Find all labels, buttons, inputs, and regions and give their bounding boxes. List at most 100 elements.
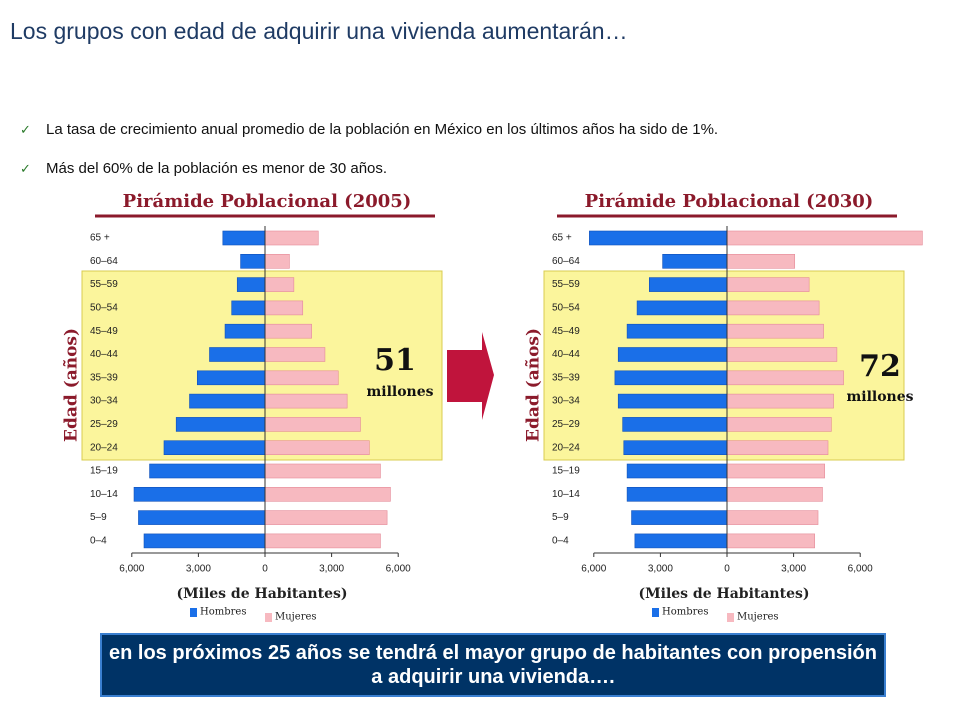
bullet-text: Más del 60% de la población es menor de … xyxy=(46,160,388,177)
category-label: 55–59 xyxy=(90,279,118,290)
bar xyxy=(143,533,266,549)
bar xyxy=(726,300,820,316)
bar xyxy=(264,323,312,339)
annotation: 72 xyxy=(859,349,901,384)
bar xyxy=(149,463,266,479)
bar xyxy=(726,323,824,339)
bar xyxy=(634,533,728,549)
category-label: 45–49 xyxy=(552,326,580,337)
legend-swatch xyxy=(190,608,197,617)
x-tick-label: 0 xyxy=(724,564,730,575)
legend-swatch xyxy=(652,608,659,617)
category-label: 30–34 xyxy=(90,396,118,407)
x-tick-label: 6,000 xyxy=(581,564,606,575)
bar xyxy=(626,463,728,479)
category-label: 5–9 xyxy=(90,512,107,523)
category-label: 40–44 xyxy=(552,349,580,360)
bar xyxy=(264,486,391,502)
y-axis-label: Edad (años) xyxy=(524,328,544,442)
x-tick-label: 3,000 xyxy=(319,564,344,575)
bar xyxy=(726,533,815,549)
category-label: 0–4 xyxy=(552,536,569,547)
category-label: 65 + xyxy=(90,233,110,244)
bar xyxy=(138,510,266,525)
x-tick-label: 3,000 xyxy=(648,564,673,575)
bullet-text: La tasa de crecimiento anual promedio de… xyxy=(46,121,719,138)
bar xyxy=(264,463,381,479)
bar xyxy=(236,277,266,292)
bar xyxy=(726,486,823,502)
x-axis-label: (Miles de Habitantes) xyxy=(177,586,348,602)
category-label: 35–39 xyxy=(90,372,118,383)
bar xyxy=(189,393,266,409)
category-label: 65 + xyxy=(552,233,572,244)
bar xyxy=(614,370,728,386)
category-label: 0–4 xyxy=(90,536,107,547)
category-label: 40–44 xyxy=(90,349,118,360)
bar xyxy=(589,230,728,246)
chart-title: Pirámide Poblacional (2030) xyxy=(585,191,874,212)
bar xyxy=(264,533,381,549)
annotation: millones xyxy=(366,384,433,400)
y-axis-label: Edad (años) xyxy=(62,328,82,442)
bar xyxy=(240,254,266,269)
bar xyxy=(163,440,266,456)
chart: Pirámide Poblacional (2030) 65 + 60–64 55–5… xyxy=(524,191,923,623)
bar xyxy=(224,323,266,339)
category-label: 45–49 xyxy=(90,326,118,337)
legend-label: Mujeres xyxy=(275,612,317,623)
category-label: 55–59 xyxy=(552,279,580,290)
bar xyxy=(264,254,290,269)
category-label: 10–14 xyxy=(90,489,118,500)
category-label: 20–24 xyxy=(90,442,118,453)
bar xyxy=(726,417,832,432)
legend-label: Mujeres xyxy=(737,612,779,623)
category-label: 25–29 xyxy=(552,419,580,430)
bar xyxy=(264,510,388,525)
bullet: ✓ Más del 60% de la población es menor de… xyxy=(20,161,890,177)
legend-swatch xyxy=(727,613,734,622)
bullet: ✓ La tasa de crecimiento anual promedio d… xyxy=(20,122,890,138)
bar xyxy=(133,486,266,502)
x-tick-label: 6,000 xyxy=(386,564,411,575)
bar xyxy=(264,440,370,456)
bar xyxy=(631,510,728,525)
bar xyxy=(726,230,923,246)
bar xyxy=(726,347,838,362)
legend-swatch xyxy=(265,613,272,622)
bar xyxy=(636,300,728,316)
category-label: 20–24 xyxy=(552,442,580,453)
bar xyxy=(264,277,295,292)
bar xyxy=(726,254,796,269)
x-tick-label: 6,000 xyxy=(119,564,144,575)
category-label: 60–64 xyxy=(90,256,118,267)
category-label: 60–64 xyxy=(552,256,580,267)
arrow xyxy=(447,332,494,420)
bar xyxy=(264,347,326,362)
bar xyxy=(175,417,266,432)
x-tick-label: 3,000 xyxy=(781,564,806,575)
bar xyxy=(726,277,810,292)
bar xyxy=(264,230,319,246)
category-label: 50–54 xyxy=(90,303,118,314)
category-label: 5–9 xyxy=(552,512,569,523)
bar xyxy=(648,277,728,292)
footer: en los próximos 25 años se tendrá el may… xyxy=(100,633,886,697)
x-tick-label: 6,000 xyxy=(848,564,873,575)
category-label: 15–19 xyxy=(90,466,118,477)
bar xyxy=(662,254,728,269)
bar xyxy=(264,393,348,409)
bar xyxy=(622,417,728,432)
chart-title: Pirámide Poblacional (2005) xyxy=(123,191,412,212)
bar xyxy=(209,347,266,362)
bar xyxy=(626,486,728,502)
bar xyxy=(726,440,829,456)
category-label: 50–54 xyxy=(552,303,580,314)
bar xyxy=(726,463,825,479)
category-label: 35–39 xyxy=(552,372,580,383)
bar xyxy=(264,300,304,316)
legend-label: Hombres xyxy=(200,607,246,618)
bar xyxy=(626,323,728,339)
chart: Pirámide Poblacional (2005) 65 + 60–64 55–5… xyxy=(62,191,443,623)
